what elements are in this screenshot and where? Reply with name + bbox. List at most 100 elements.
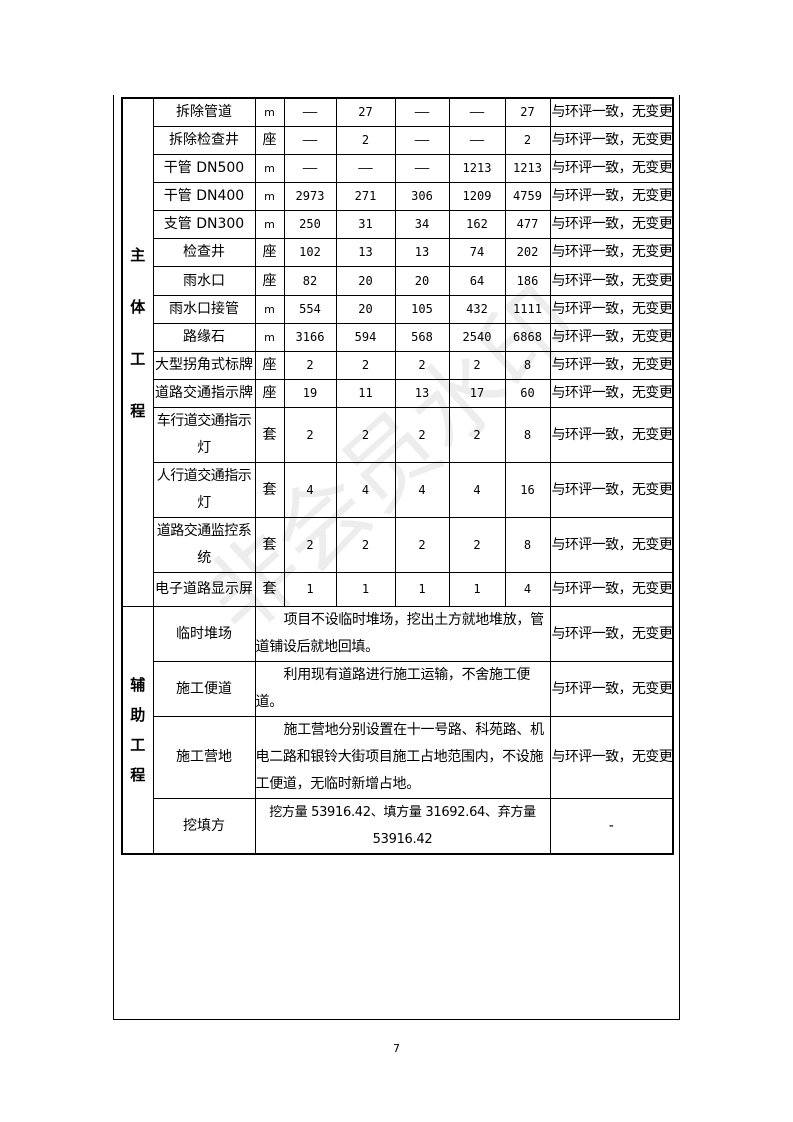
item-c4: 2540 [448,323,506,352]
table-row: 干管 DN500 m —— —— —— 1213 1213 与环评一致，无变更 [122,154,674,183]
item-c4: 1213 [448,154,506,183]
table-row: 雨水口接管 m 554 20 105 432 1111 与环评一致，无变更 [122,295,674,324]
item-c1: 2 [283,517,337,573]
item-result: 与环评一致，无变更 [549,517,674,573]
item-name: 人行道交通指示灯 [152,462,256,518]
item-c3: —— [394,97,450,127]
aux-name: 施工便道 [152,661,256,717]
item-unit: 座 [254,238,285,267]
item-c2: 11 [335,379,396,408]
item-c4: 432 [448,295,506,324]
item-result: 与环评一致，无变更 [549,154,674,183]
item-name: 雨水口接管 [152,295,256,324]
table-row: 主体工程 拆除管道 m —— 27 —— —— 27 与环评一致，无变更 [121,97,674,607]
table-row: 路缘石 m 3166 594 568 2540 6868 与环评一致，无变更 [122,323,674,352]
aux-desc: 利用现有道路进行施工运输，不舍施工便道。 [254,661,551,717]
item-total: 6868 [504,323,551,352]
aux-desc-text: 施工营地分别设置在十一号路、科苑路、机电二路和银铃大街项目施工占地范围内，不设施… [255,722,544,792]
item-total: 8 [504,517,551,573]
item-unit: m [254,182,285,211]
item-c2: 20 [335,295,396,324]
item-c2: 27 [335,97,396,127]
table-row: 施工便道 利用现有道路进行施工运输，不舍施工便道。 与环评一致，无变更 [122,661,674,717]
item-total: 477 [504,210,551,239]
item-c1: 102 [283,238,337,267]
item-c3: 568 [394,323,450,352]
item-c1: 250 [283,210,337,239]
aux-desc-text: 利用现有道路进行施工运输，不舍施工便道。 [255,667,531,710]
item-unit: 座 [254,266,285,296]
item-total: 1111 [504,295,551,324]
item-total: 60 [504,379,551,408]
item-result: 与环评一致，无变更 [549,462,674,518]
item-total: 8 [504,351,551,380]
item-result: 与环评一致，无变更 [549,295,674,324]
item-result: 与环评一致，无变更 [549,407,674,463]
item-result: 与环评一致，无变更 [549,266,674,296]
category-main: 主体工程 [121,97,154,607]
item-unit: m [254,210,285,239]
item-c4: 4 [448,462,506,518]
item-total: 16 [504,462,551,518]
item-name: 拆除检查井 [152,126,256,155]
item-unit: 套 [254,517,285,573]
item-total: 186 [504,266,551,296]
item-c4: 1209 [448,182,506,211]
item-c4: 162 [448,210,506,239]
item-name: 车行道交通指示灯 [152,407,256,463]
item-c4: 74 [448,238,506,267]
item-c2: 20 [335,266,396,296]
item-total: 1213 [504,154,551,183]
item-c4: —— [448,126,506,155]
table-row: 大型拐角式标牌座 2 2 2 2 8 与环评一致，无变更 [122,351,674,380]
item-unit: 座 [254,351,285,380]
item-total: 202 [504,238,551,267]
item-c2: 2 [335,126,396,155]
item-unit: 套 [254,407,285,463]
item-c4: 64 [448,266,506,296]
item-unit: 座 [254,126,285,155]
table-row: 支管 DN300 m 250 31 34 162 477 与环评一致，无变更 [122,210,674,239]
table-row: 辅助工程 临时堆场 项目不设临时堆场，挖出土方就地堆放，管道铺设后就地回填。 与环评一… [121,606,674,855]
item-c1: 3166 [283,323,337,352]
item-c2: 31 [335,210,396,239]
item-unit: m [254,323,285,352]
aux-name: 施工营地 [152,716,256,799]
aux-result: 与环评一致，无变更 [549,606,674,662]
table-row: 挖填方 挖方量 53916.42、填方量 31692.64、弃方量 53916.4… [122,798,674,855]
item-c3: 2 [394,351,450,380]
item-c1: 82 [283,266,337,296]
item-c1: 19 [283,379,337,408]
item-result: 与环评一致，无变更 [549,238,674,267]
item-c2: 1 [335,572,396,607]
table-row: 道路交通监控系统套 2 2 2 2 8 与环评一致，无变更 [122,517,674,573]
item-total: 2 [504,126,551,155]
item-result: 与环评一致，无变更 [549,323,674,352]
item-c2: 2 [335,351,396,380]
item-c2: 13 [335,238,396,267]
item-c1: —— [283,97,337,127]
item-c4: 1 [448,572,506,607]
aux-desc-text: 项目不设临时堆场，挖出土方就地堆放，管道铺设后就地回填。 [255,612,544,655]
item-c3: 2 [394,517,450,573]
item-c2: 594 [335,323,396,352]
item-total: 4759 [504,182,551,211]
aux-result: 与环评一致，无变更 [549,661,674,717]
item-result: 与环评一致，无变更 [549,351,674,380]
item-c2: 2 [335,517,396,573]
item-name: 道路交通指示牌 [152,379,256,408]
item-c4: 17 [448,379,506,408]
item-c1: 2 [283,407,337,463]
item-unit: 座 [254,379,285,408]
item-unit: 套 [254,572,285,607]
item-c3: 2 [394,407,450,463]
aux-desc: 挖方量 53916.42、填方量 31692.64、弃方量 53916.42 [254,798,551,855]
item-name: 拆除管道 [152,97,256,127]
aux-name: 挖填方 [152,798,256,855]
item-unit: m [254,295,285,324]
item-result: 与环评一致，无变更 [549,126,674,155]
item-result: 与环评一致，无变更 [549,210,674,239]
page-number: 7 [393,1042,400,1055]
item-c2: 4 [335,462,396,518]
aux-result: - [549,798,674,855]
